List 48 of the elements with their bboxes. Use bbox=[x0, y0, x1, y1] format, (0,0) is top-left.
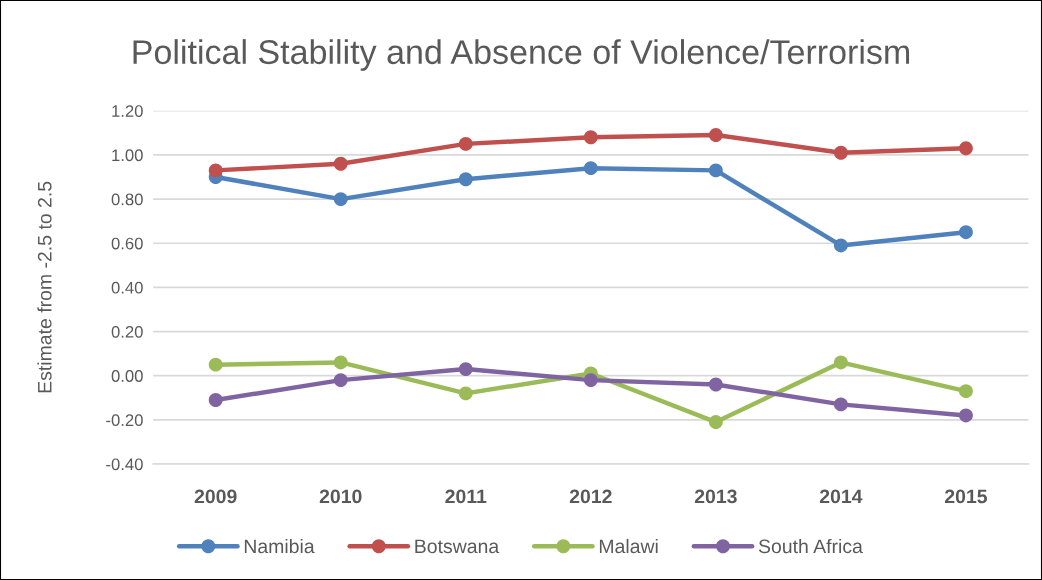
point bbox=[833, 397, 848, 412]
point bbox=[708, 415, 723, 429]
x-tick-label: 2010 bbox=[319, 489, 362, 504]
x-tick-label: 2015 bbox=[944, 489, 988, 504]
y-tick-label: 1.20 bbox=[112, 105, 143, 117]
point bbox=[708, 377, 723, 392]
y-tick-label: -0.40 bbox=[106, 458, 143, 471]
legend-label: South Africa bbox=[758, 538, 863, 554]
legend-label: Namibia bbox=[244, 538, 315, 554]
y-tick-label: 0.60 bbox=[111, 237, 143, 250]
point bbox=[333, 373, 348, 388]
x-tick-label: 2014 bbox=[819, 489, 863, 504]
point bbox=[708, 128, 723, 143]
legend-label: Botswana bbox=[415, 539, 500, 554]
x-tick-label: 2012 bbox=[569, 489, 612, 504]
point bbox=[958, 384, 973, 399]
y-tick-label: -0.20 bbox=[106, 414, 143, 427]
y-tick-label: 0.80 bbox=[111, 193, 143, 206]
point bbox=[458, 172, 473, 187]
point bbox=[333, 355, 348, 370]
point bbox=[208, 163, 223, 178]
y-axis-title: Estimate from -2.5 to 2.5 bbox=[37, 181, 52, 393]
point bbox=[208, 393, 223, 407]
point bbox=[458, 386, 473, 401]
point bbox=[958, 225, 973, 240]
chart-title: Political Stability and Absence of Violence/Terrorism bbox=[133, 39, 910, 71]
x-tick-label: 2011 bbox=[445, 489, 487, 504]
point bbox=[583, 161, 598, 176]
x-tick-label: 2009 bbox=[194, 489, 237, 504]
point bbox=[958, 141, 973, 156]
point bbox=[333, 156, 348, 171]
y-tick-label: 1.00 bbox=[112, 149, 143, 162]
point bbox=[458, 362, 473, 377]
y-tick-label: 0.00 bbox=[111, 370, 143, 382]
point bbox=[708, 163, 723, 178]
point bbox=[583, 130, 598, 145]
point bbox=[958, 408, 973, 423]
point bbox=[833, 145, 848, 160]
point bbox=[208, 357, 223, 372]
point bbox=[833, 238, 848, 253]
point bbox=[833, 355, 848, 370]
point bbox=[458, 136, 473, 151]
point bbox=[583, 373, 598, 388]
point bbox=[333, 192, 348, 207]
y-tick-label: 0.40 bbox=[111, 281, 143, 294]
legend-label: Malawi bbox=[599, 538, 658, 554]
x-tick-label: 2013 bbox=[694, 489, 737, 504]
y-tick-label: 0.20 bbox=[111, 325, 143, 338]
